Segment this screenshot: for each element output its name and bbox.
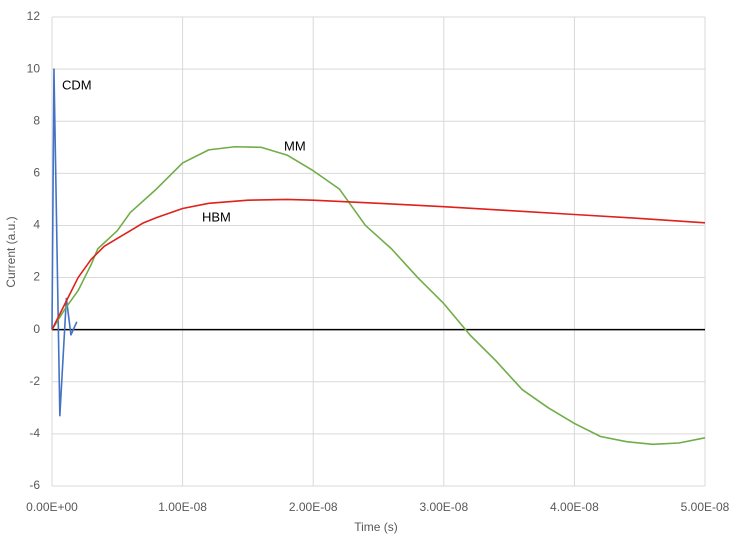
y-tick-label: 10: [27, 61, 41, 75]
y-tick-label: -4: [29, 426, 40, 440]
series-label: MM: [284, 138, 306, 153]
series-label: CDM: [62, 77, 92, 92]
y-tick-label: 8: [33, 113, 40, 127]
y-tick-label: 2: [33, 270, 40, 284]
y-tick-label: 12: [27, 9, 41, 23]
series-line: [51, 145, 706, 446]
x-tick-label: 2.00E-08: [289, 500, 338, 514]
x-tick-label: 0.00E+00: [26, 500, 78, 514]
y-axis-label: Current (a.u.): [4, 216, 18, 287]
y-tick-label: -6: [29, 478, 40, 492]
y-tick-label: -2: [29, 374, 40, 388]
series-line: [51, 198, 706, 331]
x-tick-label: 5.00E-08: [681, 500, 730, 514]
series-label: HBM: [202, 209, 231, 224]
y-tick-label: 0: [33, 322, 40, 336]
x-tick-label: 1.00E-08: [158, 500, 207, 514]
x-axis-label: Time (s): [354, 520, 398, 534]
y-tick-label: 4: [33, 218, 40, 232]
series-line: [51, 68, 78, 417]
x-tick-label: 4.00E-08: [550, 500, 599, 514]
y-tick-label: 6: [33, 166, 40, 180]
x-tick-label: 3.00E-08: [419, 500, 468, 514]
